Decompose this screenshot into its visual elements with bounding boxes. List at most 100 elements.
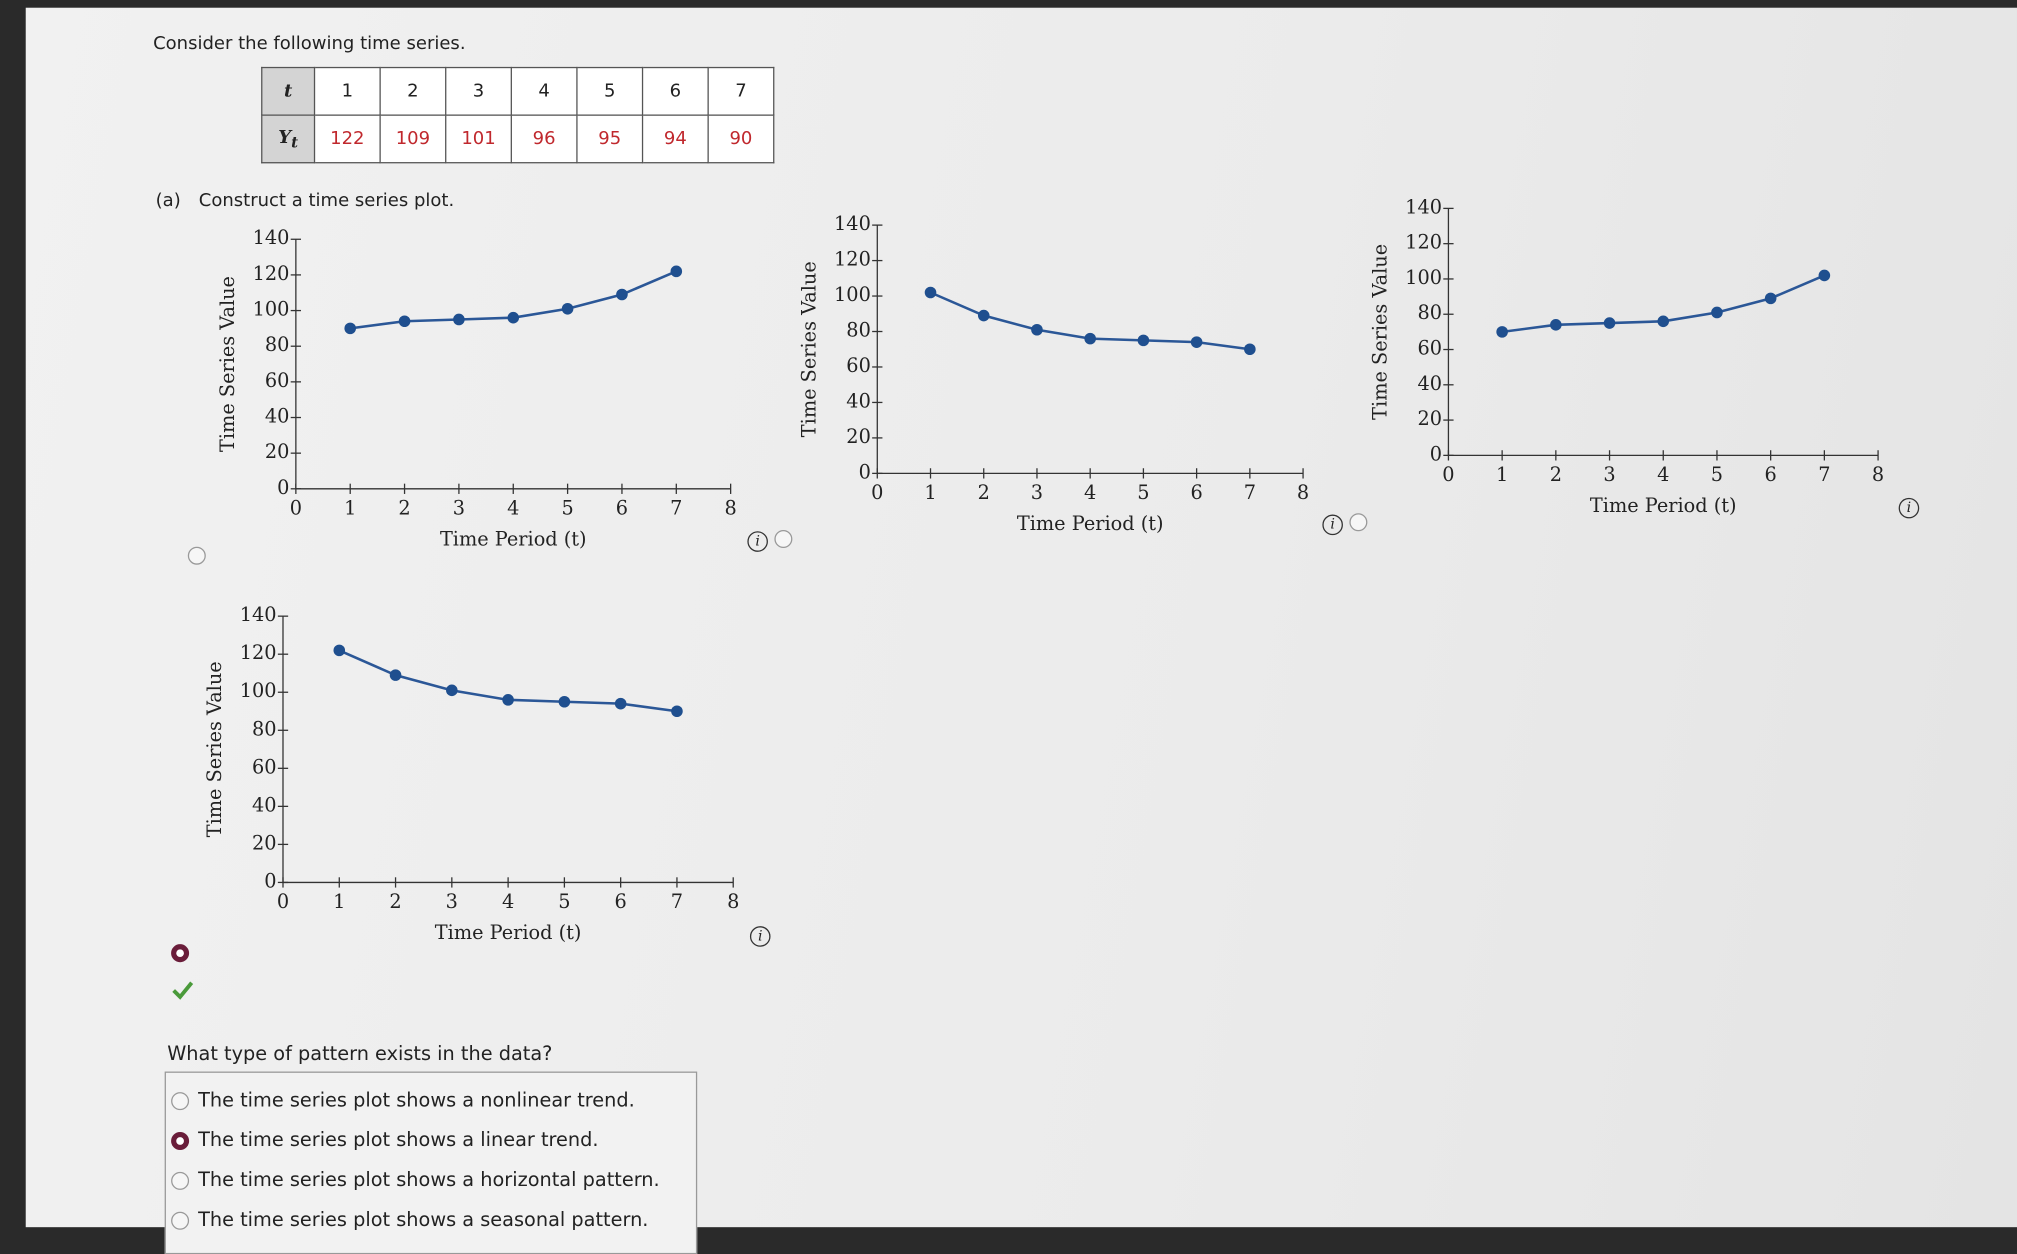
x-tick-label: 3 (453, 496, 465, 519)
x-tick-label: 4 (502, 890, 514, 913)
part-label: (a) (155, 190, 181, 211)
y-tick-label: 140 (253, 226, 290, 249)
point (1084, 332, 1096, 345)
plot-radio[interactable] (187, 546, 206, 565)
table-value-cell: 90 (707, 114, 775, 164)
y-tick-label: 20 (265, 440, 290, 463)
options-box: The time series plot shows a nonlinear t… (164, 1071, 698, 1254)
table-value-cell: 122 (313, 114, 381, 164)
info-icon[interactable]: i (747, 531, 768, 552)
option: The time series plot shows a linear tren… (171, 1128, 599, 1152)
table-value-cell: 96 (510, 114, 578, 164)
time-series-chart: 0 20 40 60 80 100 120 140 0 1 2 3 4 5 6 7 8 Time Period (… (797, 212, 1309, 535)
x-tick-label: 0 (871, 481, 883, 504)
x-tick-label: 1 (333, 890, 345, 913)
y-tick-label: 80 (265, 333, 290, 356)
y-tick-label: 60 (1417, 337, 1442, 360)
option: The time series plot shows a nonlinear t… (171, 1088, 635, 1112)
option-text: The time series plot shows a linear tren… (198, 1128, 599, 1152)
y-tick-label: 120 (1405, 231, 1442, 254)
y-tick-label: 100 (253, 298, 290, 321)
y-tick-label: 120 (253, 262, 290, 285)
option-text: The time series plot shows a nonlinear t… (198, 1088, 635, 1112)
point (558, 695, 571, 708)
x-tick-label: 1 (1496, 463, 1508, 486)
x-axis-label: Time Period (t) (1017, 512, 1164, 535)
y-tick-label: 40 (265, 405, 290, 428)
table-header-cell: 3 (445, 66, 512, 116)
table-header-cell: 7 (707, 66, 775, 116)
x-tick-label: 8 (1297, 481, 1309, 504)
x-tick-label: 6 (1765, 463, 1777, 486)
point (507, 311, 520, 324)
y-tick-label: 140 (834, 212, 871, 235)
point (502, 694, 514, 706)
y-tick-label: 120 (240, 641, 277, 664)
part-a: (a) Construct a time series plot. (156, 190, 473, 211)
x-tick-label: 2 (389, 890, 401, 913)
x-tick-label: 8 (725, 496, 737, 519)
point (1550, 319, 1562, 331)
option-radio[interactable] (171, 1171, 190, 1190)
x-tick-label: 3 (1031, 481, 1043, 504)
point (1031, 323, 1043, 336)
x-tick-label: 7 (670, 496, 682, 519)
table-value-cell: 94 (641, 114, 709, 164)
y-tick-label: 80 (252, 717, 277, 740)
y-tick-label: 40 (252, 793, 277, 816)
info-icon[interactable]: i (1322, 514, 1343, 536)
table-value-row: Yt 122 109 101 96 95 94 90 (261, 114, 775, 164)
y-tick-label: 0 (1430, 442, 1442, 465)
table-value-cell: 101 (445, 114, 512, 164)
y-tick-label: 140 (240, 603, 277, 626)
point (1711, 306, 1723, 319)
x-tick-label: 0 (290, 496, 302, 519)
table-header-cell: 5 (576, 66, 644, 116)
table-header-cell: 4 (510, 66, 578, 116)
info-icon[interactable]: i (1898, 497, 1920, 519)
point (924, 286, 937, 299)
x-tick-label: 2 (1550, 463, 1562, 486)
y-tick-label: 140 (1405, 195, 1442, 218)
plot-radio[interactable] (774, 529, 793, 548)
y-axis-label: Time Series Value (203, 661, 226, 837)
point (561, 302, 574, 315)
info-icon[interactable]: i (749, 926, 771, 947)
option-radio[interactable] (171, 1211, 190, 1230)
option-radio[interactable] (171, 1092, 190, 1111)
x-tick-label: 6 (1190, 481, 1202, 504)
table-header-cell: 1 (313, 66, 381, 116)
y-tick-label: 40 (1417, 372, 1442, 395)
symbol: Y (278, 126, 292, 148)
x-tick-label: 7 (1818, 463, 1830, 486)
x-tick-label: 8 (727, 890, 739, 913)
y-tick-label: 100 (240, 679, 277, 702)
x-tick-label: 4 (1657, 463, 1669, 486)
y-tick-label: 80 (846, 319, 871, 342)
point (1818, 269, 1831, 282)
x-tick-label: 5 (1137, 481, 1149, 504)
x-tick-label: 4 (1084, 481, 1096, 504)
option-radio[interactable] (171, 1131, 190, 1150)
x-tick-label: 7 (671, 890, 683, 913)
plot-radio[interactable] (171, 944, 190, 963)
table-row-label: Yt (261, 114, 316, 164)
y-tick-label: 60 (252, 755, 277, 778)
x-tick-label: 2 (398, 496, 410, 519)
part-text: Construct a time series plot. (198, 190, 455, 211)
x-tick-label: 3 (446, 890, 458, 913)
point (977, 309, 990, 322)
question: What type of pattern exists in the data? (167, 1041, 553, 1066)
plot-radio[interactable] (1349, 513, 1368, 532)
option: The time series plot shows a seasonal pa… (171, 1208, 648, 1231)
x-tick-label: 0 (1442, 463, 1454, 486)
point (1603, 317, 1616, 329)
point (670, 265, 683, 278)
y-axis-label: Time Series Value (797, 261, 820, 437)
x-tick-label: 5 (1711, 463, 1723, 486)
point (1496, 326, 1508, 338)
time-series-chart: 0 20 40 60 80 100 120 140 0 1 2 3 4 5 6 7 8 Time Period (… (1369, 195, 1885, 516)
